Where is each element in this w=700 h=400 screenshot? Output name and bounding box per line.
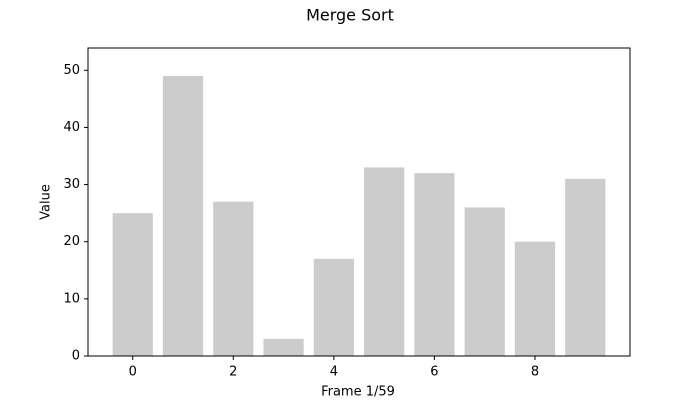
x-tick-label: 6 bbox=[430, 365, 438, 380]
bar bbox=[414, 173, 455, 356]
x-tick-label: 2 bbox=[229, 365, 237, 380]
y-tick-label: 30 bbox=[63, 177, 80, 192]
y-tick-label: 50 bbox=[63, 63, 80, 78]
y-tick-label: 40 bbox=[63, 120, 80, 135]
chart-title: Merge Sort bbox=[306, 6, 394, 25]
x-tick-label: 8 bbox=[531, 365, 539, 380]
bar bbox=[213, 201, 254, 356]
y-axis-label: Value bbox=[39, 184, 54, 220]
y-tick-label: 20 bbox=[63, 234, 80, 249]
bar bbox=[565, 178, 606, 356]
y-tick-label: 10 bbox=[63, 291, 80, 306]
x-tick-label: 0 bbox=[129, 365, 137, 380]
bar bbox=[514, 241, 556, 356]
plot-frame bbox=[87, 47, 631, 357]
bar bbox=[364, 167, 405, 356]
bar bbox=[464, 207, 505, 356]
bar bbox=[112, 213, 153, 356]
bar bbox=[313, 258, 354, 356]
bar bbox=[263, 338, 304, 356]
x-axis-label: Frame 1/59 bbox=[321, 385, 395, 400]
bar bbox=[162, 76, 204, 356]
x-tick-label: 4 bbox=[330, 365, 338, 380]
y-tick-label: 0 bbox=[72, 349, 80, 364]
